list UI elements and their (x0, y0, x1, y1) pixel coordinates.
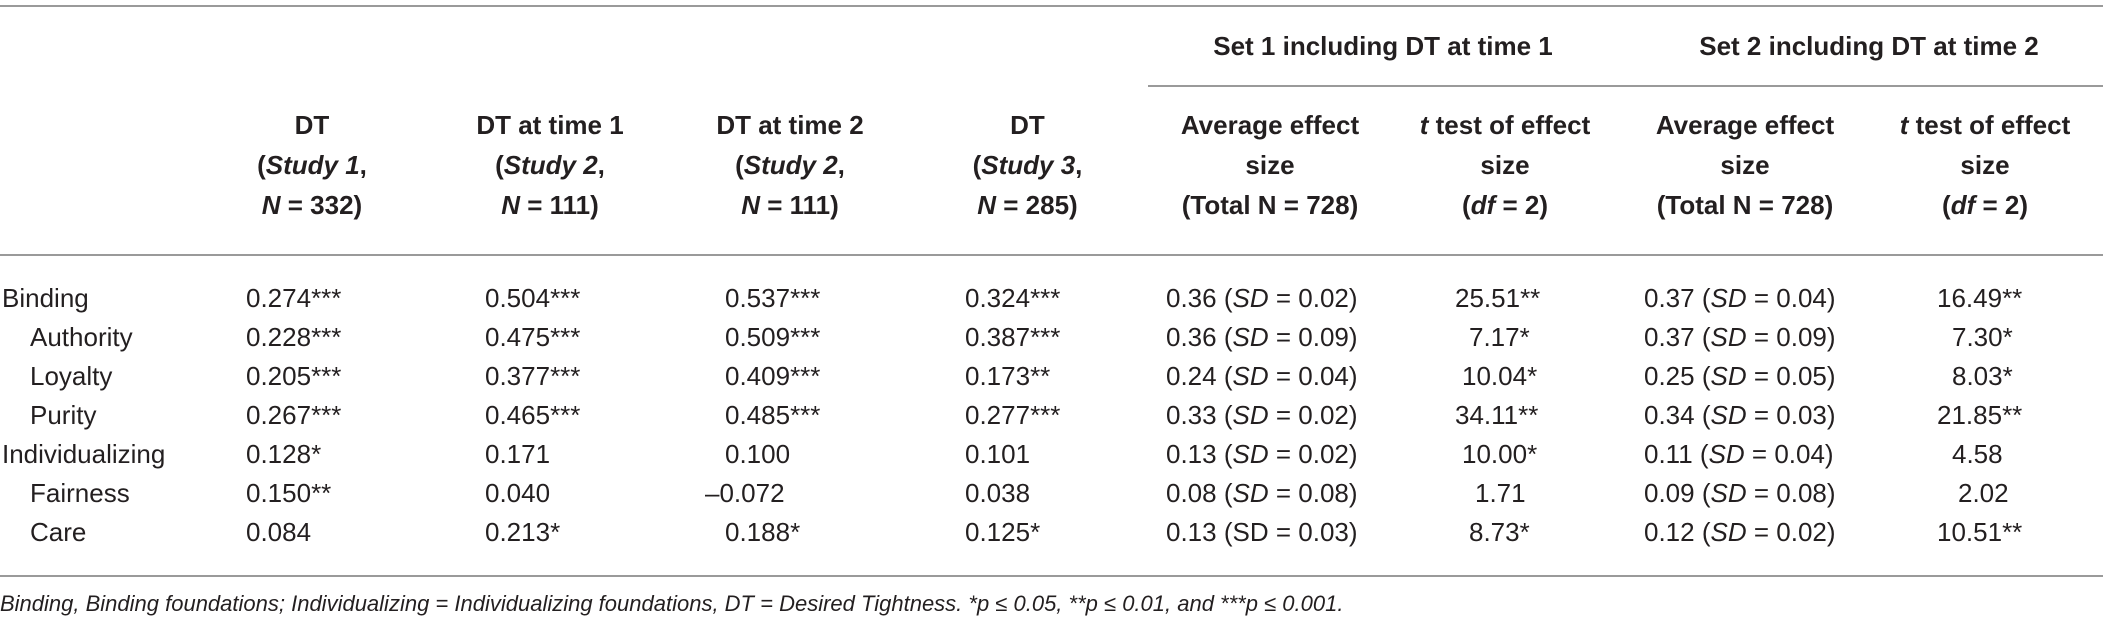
table-cell: 0.150** (246, 478, 332, 508)
column-header-dt-study1: DT (Study 1, N = 332) (257, 110, 367, 220)
table-cell: 0.173** (965, 361, 1051, 391)
table-cell: 0.038 (965, 478, 1031, 508)
table-cell: 0.34 (SD = 0.03) (1644, 400, 1836, 430)
table-cell: 0.101 (965, 439, 1031, 469)
table-cell: 0.509*** (725, 322, 821, 352)
table-cell: 0.09 (SD = 0.08) (1644, 478, 1836, 508)
table-cell: 0.485*** (725, 400, 821, 430)
table-cell: 0.188* (725, 517, 801, 547)
table-cell: 0.13 (SD = 0.03) (1166, 517, 1358, 547)
table-cell: 8.73* (1469, 517, 1530, 547)
table-cell: 10.04* (1462, 361, 1538, 391)
table-cell: 0.324*** (965, 283, 1061, 313)
row-label-individualizing: Individualizing (2, 439, 166, 469)
group-header-set-1: Set 1 including DT at time 1 (1213, 31, 1553, 61)
table-cell: 16.49** (1937, 283, 2023, 313)
group-header-rule (1148, 85, 2103, 87)
table-cell: 0.37 (SD = 0.04) (1644, 283, 1836, 313)
table-cell: 0.12 (SD = 0.02) (1644, 517, 1836, 547)
table-cell: 10.00* (1462, 439, 1538, 469)
table-cell: 21.85** (1937, 400, 2023, 430)
column-header-dt-study3: DT (Study 3, N = 285) (972, 110, 1083, 220)
table-cell: 10.51** (1937, 517, 2023, 547)
table-cell: 0.37 (SD = 0.09) (1644, 322, 1836, 352)
column-header-set2-t-test: t test of effect size (df = 2) (1899, 110, 2071, 220)
table-cell: 0.36 (SD = 0.02) (1166, 283, 1358, 313)
table-cell: 0.084 (246, 517, 312, 547)
table-cell: 7.17* (1469, 322, 1530, 352)
table-cell: 0.475*** (485, 322, 581, 352)
table-cell: 0.11 (SD = 0.04) (1644, 439, 1834, 469)
table-cell: 0.171 (485, 439, 551, 469)
table-cell: 0.100 (725, 439, 791, 469)
header-bottom-rule (0, 254, 2103, 256)
row-label-fairness: Fairness (30, 478, 130, 508)
column-header-set1-average-effect: Average effect size (Total N = 728) (1180, 110, 1360, 220)
table-footnote: Binding, Binding foundations; Individual… (0, 591, 1344, 616)
table-cell: 4.58 (1952, 439, 2003, 469)
table-cell: 34.11** (1455, 400, 1539, 430)
table-cell: 0.213* (485, 517, 561, 547)
table-cell: 0.128* (246, 439, 322, 469)
table-cell: 0.08 (SD = 0.08) (1166, 478, 1358, 508)
row-label-binding: Binding (2, 283, 89, 313)
table-cell: 0.274*** (246, 283, 342, 313)
table-cell: 2.02 (1958, 478, 2009, 508)
table-cell: 0.040 (485, 478, 551, 508)
table-bottom-rule (0, 575, 2103, 577)
table-cell: 0.537*** (725, 283, 821, 313)
row-label-authority: Authority (30, 322, 133, 352)
table-cell: –0.072 (705, 478, 785, 508)
table-cell: 0.24 (SD = 0.04) (1166, 361, 1358, 391)
column-header-dt-time2: DT at time 2 (Study 2, N = 111) (716, 110, 864, 220)
row-label-care: Care (30, 517, 87, 547)
table-cell: 0.13 (SD = 0.02) (1166, 439, 1358, 469)
table-cell: 0.33 (SD = 0.02) (1166, 400, 1358, 430)
table-cell: 8.03* (1952, 361, 2013, 391)
row-label-purity: Purity (30, 400, 97, 430)
column-header-set1-t-test: t test of effect size (df = 2) (1419, 110, 1591, 220)
table-top-rule (0, 5, 2103, 7)
column-header-set2-average-effect: Average effect size (Total N = 728) (1655, 110, 1835, 220)
row-label-loyalty: Loyalty (30, 361, 113, 391)
table-cell: 0.409*** (725, 361, 821, 391)
table-cell: 0.205*** (246, 361, 342, 391)
table-cell: 0.228*** (246, 322, 342, 352)
group-header-set-2: Set 2 including DT at time 2 (1699, 31, 2039, 61)
table-cell: 0.277*** (965, 400, 1061, 430)
table-cell: 0.36 (SD = 0.09) (1166, 322, 1358, 352)
table-cell: 0.504*** (485, 283, 581, 313)
table-cell: 7.30* (1952, 322, 2013, 352)
table-cell: 1.71 (1475, 478, 1526, 508)
table-cell: 0.125* (965, 517, 1041, 547)
table-cell: 0.465*** (485, 400, 581, 430)
column-header-dt-time1: DT at time 1 (Study 2, N = 111) (476, 110, 624, 220)
table-cell: 25.51** (1455, 283, 1541, 313)
table-cell: 0.377*** (485, 361, 581, 391)
table-cell: 0.267*** (246, 400, 342, 430)
table-cell: 0.25 (SD = 0.05) (1644, 361, 1836, 391)
table-cell: 0.387*** (965, 322, 1061, 352)
